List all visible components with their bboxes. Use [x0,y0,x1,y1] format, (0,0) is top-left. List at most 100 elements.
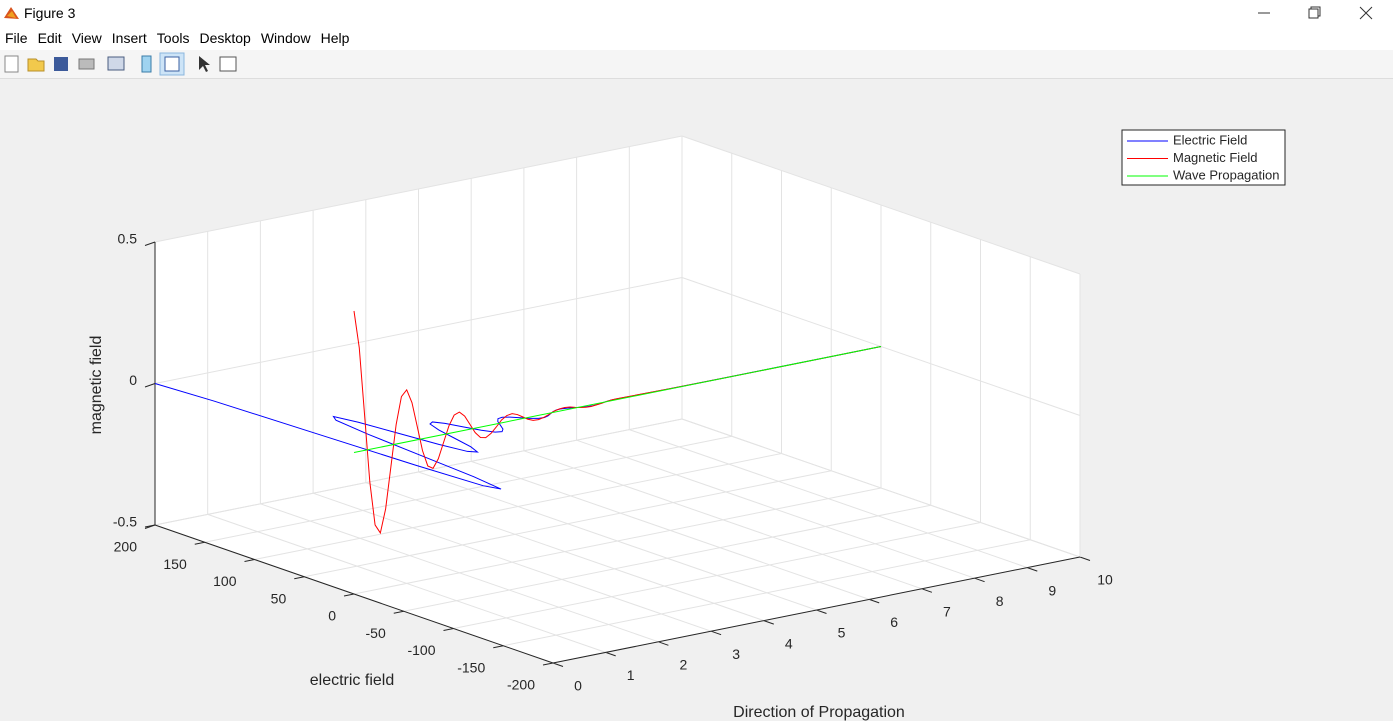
property-button[interactable] [219,56,237,72]
grid-line [154,277,683,384]
tick-mark [763,620,774,625]
grid-line [154,418,683,526]
y-tick-label: 50 [271,590,287,606]
grid-line [418,471,817,611]
y-tick-label: -100 [407,642,435,658]
tick-mark [244,559,255,562]
tick-mark [658,641,669,646]
grid-line [629,429,1028,569]
menu-item[interactable]: Help [320,30,350,46]
grid-line [254,453,782,560]
grid-line [353,487,882,595]
grid-line [204,435,732,543]
y-axis-line [154,524,554,664]
toolbar-icons [4,52,237,76]
back-wall [155,136,682,525]
x-tick-label: 8 [996,593,1004,609]
x-tick-label: 2 [680,657,688,673]
save-button[interactable] [54,57,68,71]
tick-mark [294,576,305,580]
tick-mark [393,610,404,614]
grid-line [576,439,975,579]
grid-line [365,482,764,622]
y-tick-label: -150 [457,659,485,675]
toolbar [0,50,1393,79]
y-tick-label: 150 [163,556,187,572]
link-button[interactable] [107,56,125,71]
x-tick-label: 4 [785,635,793,651]
menu-bar: File Edit View Insert Tools Desktop Window Help [0,26,1393,50]
x-tick-label: 5 [838,625,846,641]
grid-line [304,470,832,578]
legend-label: Magnetic Field [1173,150,1258,165]
floor-plane [155,419,1080,663]
menu-item[interactable]: Insert [111,30,147,46]
z-axis-label: magnetic field [88,336,105,435]
tick-mark [552,662,564,667]
pointer-button[interactable] [199,56,210,72]
y-tick-label: 0 [328,608,336,624]
y-tick-label: 200 [114,539,138,555]
tick-mark [974,577,985,583]
tick-mark [343,593,355,597]
grid-line [154,135,683,243]
menu-item[interactable]: View [71,30,102,46]
open-button[interactable] [27,58,45,72]
colorbar-button[interactable] [141,55,152,73]
x-axis-label: Direction of Propagation [733,704,905,721]
print-button[interactable] [78,58,95,70]
tick-mark [493,645,504,649]
tick-mark [921,588,933,593]
close-button[interactable] [1359,6,1373,20]
legend-label: Electric Field [1173,132,1247,147]
grid-line [154,418,683,526]
menu-item[interactable]: Tools [156,30,190,46]
tick-mark [1079,556,1091,561]
x-tick-label: 6 [890,614,898,630]
y-axis-label: electric field [310,672,394,689]
grid-line [681,418,1081,558]
new-button[interactable] [4,55,19,73]
tick-mark [816,609,827,614]
side-wall [682,136,1080,557]
x-axis-line [552,556,1081,664]
tick-mark [144,383,156,388]
tick-mark [144,241,156,246]
y-tick-label: 100 [213,573,237,589]
menu-item[interactable]: File [5,30,28,46]
app-icon [4,7,19,19]
grid-line [312,492,712,632]
grid-line [154,524,554,664]
series-line [353,346,882,453]
x-tick-label: 10 [1097,572,1113,588]
tick-mark [869,598,880,604]
z-tick-label: -0.5 [113,514,137,530]
x-tick-label: 0 [574,678,582,694]
tick-mark [605,651,616,657]
grid-line [403,504,931,612]
menu-item[interactable]: Desktop [199,30,251,46]
restore-button[interactable] [1308,6,1321,19]
title-bar: Figure 3 [0,0,1393,26]
grid-line [523,450,923,590]
menu-item[interactable]: Window [260,30,311,46]
window-title: Figure 3 [24,5,76,21]
tick-mark [144,524,156,528]
grid-line [503,539,1031,647]
grid-line [471,460,870,600]
x-tick-label: 3 [732,646,740,662]
grid-line [681,418,1081,558]
tick-mark [443,628,454,631]
grid-line [453,522,981,629]
grid-line [681,277,1081,416]
legend-label: Wave Propagation [1173,167,1279,182]
menu-item[interactable]: Edit [37,30,62,46]
axes: 0 1 2 3 4 5 6 7 8 9 10 -200 -150 -100 -50 0 50 100 150 200 -… [113,129,1286,694]
tick-mark [1027,567,1038,572]
x-tick-label: 1 [627,667,635,683]
tick-mark [144,524,156,529]
series-line [353,310,882,535]
z-tick-label: 0 [129,372,137,388]
